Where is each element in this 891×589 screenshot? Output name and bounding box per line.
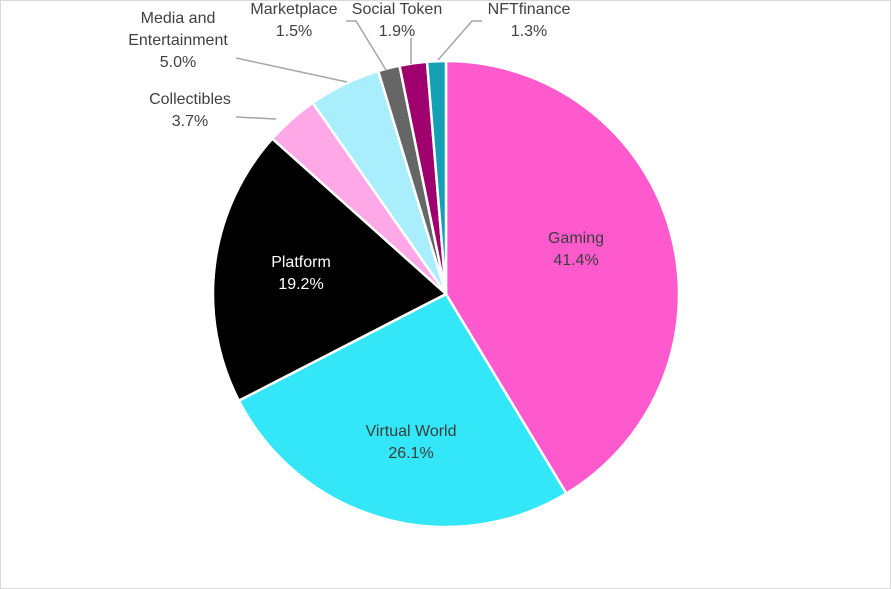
slice-category-label: Social Token xyxy=(352,1,442,18)
slice-category-label: Entertainment xyxy=(128,32,228,49)
data-label-platform: Platform 19.2% xyxy=(271,254,331,293)
slice-percent-label: 19.2% xyxy=(278,276,323,293)
slice-category-label: Collectibles xyxy=(149,91,231,108)
leader-line-collectibles xyxy=(235,116,277,120)
slice-category-label: Marketplace xyxy=(250,1,337,18)
pie-slice-virtual-world xyxy=(237,292,568,529)
slice-category-label: Media and xyxy=(141,10,216,27)
leader-line-marketplace xyxy=(346,20,387,71)
slice-percent-label: 1.3% xyxy=(511,23,547,40)
leader-line-nftfinance xyxy=(437,20,482,61)
data-label-virtual-world: Virtual World 26.1% xyxy=(366,423,457,462)
slice-percent-label: 3.7% xyxy=(172,113,208,130)
data-label-collectibles: Collectibles 3.7% xyxy=(149,91,231,130)
slice-percent-label: 41.4% xyxy=(553,252,598,269)
pie-slice-nftfinance xyxy=(425,59,448,296)
slice-percent-label: 5.0% xyxy=(160,54,196,71)
pie-slice-gaming xyxy=(444,59,681,495)
data-label-gaming: Gaming 41.4% xyxy=(548,230,604,269)
slice-percent-label: 26.1% xyxy=(388,445,433,462)
slice-category-label: Virtual World xyxy=(366,423,457,440)
leader-line-media-and-entertainment xyxy=(235,57,348,83)
slice-category-label: Platform xyxy=(271,254,331,271)
data-label-media-and-entertainment: Media and Entertainment 5.0% xyxy=(128,10,228,71)
slice-category-label: NFTfinance xyxy=(488,1,571,18)
data-label-marketplace: Marketplace 1.5% xyxy=(250,1,337,40)
data-label-social-token: Social Token 1.9% xyxy=(352,1,442,40)
slice-percent-label: 1.9% xyxy=(379,23,415,40)
slice-percent-label: 1.5% xyxy=(276,23,312,40)
pie-slice-platform xyxy=(211,137,448,402)
data-label-nftfinance: NFTfinance 1.3% xyxy=(488,1,571,40)
slice-category-label: Gaming xyxy=(548,230,604,247)
